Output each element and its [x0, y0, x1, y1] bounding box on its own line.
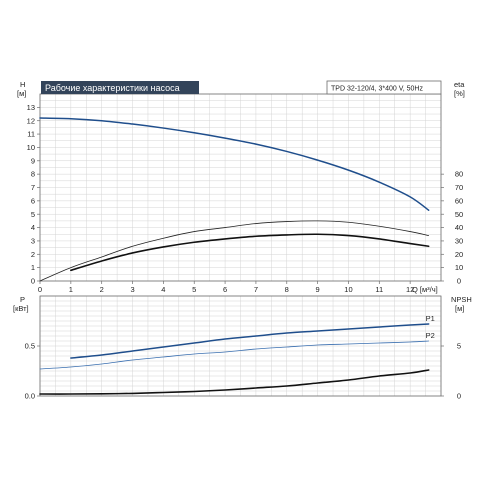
y2-tick-label: 80 [455, 170, 463, 179]
y2-axis-label-name: eta [454, 80, 465, 89]
x-tick-label: 6 [223, 285, 227, 294]
y2-tick-label: 20 [455, 250, 463, 259]
series-label: P2 [426, 331, 435, 340]
x-axis-label: Q [м³/ч] [412, 285, 438, 294]
y-tick-label: 0.0 [25, 392, 35, 401]
y-tick-label: 8 [31, 170, 35, 179]
series-line [39, 220, 430, 282]
y2-tick-label: 0 [457, 392, 461, 401]
x-tick-label: 0 [38, 285, 42, 294]
y2-tick-label: 5 [457, 342, 461, 351]
series-line [70, 233, 430, 272]
y-tick-label: 0.5 [25, 342, 35, 351]
x-tick-label: 12 [406, 285, 414, 294]
y-tick-label: 2 [31, 250, 35, 259]
y2-tick-label: 50 [455, 210, 463, 219]
y-tick-label: 10 [27, 143, 35, 152]
x-tick-label: 10 [344, 285, 352, 294]
y-axis-label-unit: [м] [17, 89, 26, 98]
y2-tick-label: 0 [457, 277, 461, 286]
y2-tick-label: 40 [455, 223, 463, 232]
x-tick-label: 1 [69, 285, 73, 294]
y2-tick-label: 10 [455, 263, 463, 272]
y2-axis-label-name: NPSH [451, 295, 472, 304]
y-tick-label: 5 [31, 210, 35, 219]
y-axis-label-unit: [кВт] [13, 304, 29, 313]
x-tick-label: 8 [285, 285, 289, 294]
power-npsh-chart: P[кВт] NPSH[м] 0.0 0.5 0 5 P1 P2 [13, 295, 472, 401]
x-tick-label: 4 [161, 285, 165, 294]
series-line [70, 323, 430, 359]
y-axis-label-name: H [20, 80, 25, 89]
y-tick-label: 6 [31, 196, 35, 205]
x-tick-label: 9 [316, 285, 320, 294]
y2-axis-label-unit: [%] [454, 89, 465, 98]
title-box [41, 81, 199, 94]
x-tick-label: 5 [192, 285, 196, 294]
y2-tick-label: 60 [455, 196, 463, 205]
y-tick-label: 4 [31, 223, 35, 232]
chart-title: Рабочие характеристики насоса [45, 83, 180, 93]
head-efficiency-chart: Рабочие характеристики насоса TPD 32-120/… [17, 80, 465, 294]
subtitle-box [326, 80, 442, 95]
series-line [39, 117, 430, 211]
series-label: P1 [426, 314, 435, 323]
chart-subtitle: TPD 32-120/4, 3*400 V, 50Hz [331, 86, 423, 93]
x-tick-label: 7 [254, 285, 258, 294]
y-tick-label: 11 [27, 130, 35, 139]
x-tick-label: 11 [375, 285, 383, 294]
y-tick-label: 3 [31, 237, 35, 246]
y2-tick-label: 70 [455, 183, 463, 192]
x-tick-label: 2 [100, 285, 104, 294]
y-tick-label: 13 [27, 103, 35, 112]
y-axis-label-name: P [20, 295, 25, 304]
y-tick-label: 9 [31, 156, 35, 165]
y2-tick-label: 30 [455, 237, 463, 246]
y-tick-label: 12 [27, 116, 35, 125]
x-tick-label: 3 [130, 285, 134, 294]
y-tick-label: 1 [31, 263, 35, 272]
y-tick-label: 7 [31, 183, 35, 192]
series-line [39, 369, 430, 395]
y2-axis-label-unit: [м] [455, 304, 464, 313]
y-tick-label: 0 [31, 277, 35, 286]
series-line [39, 340, 430, 370]
